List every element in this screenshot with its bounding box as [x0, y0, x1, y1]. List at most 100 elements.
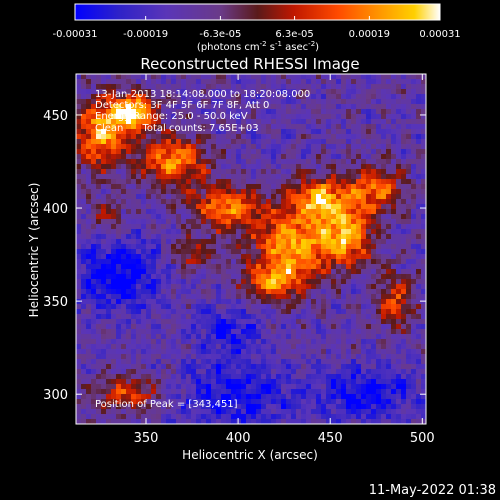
heatmap-cell: [376, 159, 382, 165]
heatmap-cell: [326, 419, 332, 425]
heatmap-cell: [281, 344, 287, 350]
heatmap-cell: [181, 399, 187, 405]
heatmap-cell: [216, 319, 222, 325]
heatmap-cell: [421, 279, 427, 285]
heatmap-cell: [226, 74, 232, 80]
heatmap-cell: [156, 219, 162, 225]
heatmap-cell: [331, 314, 337, 320]
heatmap-cell: [311, 224, 317, 230]
heatmap-cell: [96, 399, 102, 405]
heatmap-cell: [336, 129, 342, 135]
heatmap-cell: [301, 94, 307, 100]
heatmap-cell: [231, 149, 237, 155]
heatmap-cell: [316, 264, 322, 270]
heatmap-cell: [376, 269, 382, 275]
heatmap-cell: [271, 114, 277, 120]
heatmap-cell: [231, 339, 237, 345]
heatmap-cell: [381, 314, 387, 320]
heatmap-cell: [221, 164, 227, 170]
heatmap-cell: [411, 209, 417, 215]
heatmap-cell: [76, 299, 82, 305]
heatmap-cell: [131, 324, 137, 330]
heatmap-cell: [331, 389, 337, 395]
heatmap-cell: [306, 244, 312, 250]
heatmap-cell: [101, 379, 107, 385]
heatmap-cell: [346, 409, 352, 415]
heatmap-cell: [261, 149, 267, 155]
heatmap-cell: [311, 409, 317, 415]
heatmap-cell: [111, 319, 117, 325]
heatmap-cell: [131, 384, 137, 390]
heatmap-cell: [286, 364, 292, 370]
heatmap-cell: [161, 299, 167, 305]
heatmap-cell: [296, 164, 302, 170]
heatmap-cell: [396, 219, 402, 225]
heatmap-cell: [141, 174, 147, 180]
heatmap-cell: [151, 189, 157, 195]
heatmap-cell: [86, 184, 92, 190]
heatmap-cell: [301, 79, 307, 85]
heatmap-cell: [336, 159, 342, 165]
heatmap-cell: [171, 89, 177, 95]
heatmap-cell: [231, 409, 237, 415]
heatmap-cell: [266, 339, 272, 345]
heatmap-cell: [116, 269, 122, 275]
heatmap-cell: [316, 74, 322, 80]
heatmap-cell: [331, 234, 337, 240]
heatmap-cell: [186, 339, 192, 345]
heatmap-cell: [171, 334, 177, 340]
heatmap-cell: [341, 264, 347, 270]
heatmap-cell: [151, 279, 157, 285]
heatmap-cell: [136, 274, 142, 280]
heatmap-cell: [291, 349, 297, 355]
heatmap-cell: [116, 79, 122, 85]
heatmap-cell: [176, 359, 182, 365]
heatmap-cell: [401, 239, 407, 245]
heatmap-cell: [81, 404, 87, 410]
heatmap-cell: [171, 279, 177, 285]
heatmap-cell: [206, 269, 212, 275]
heatmap-cell: [336, 204, 342, 210]
heatmap-cell: [226, 359, 232, 365]
heatmap-cell: [306, 104, 312, 110]
heatmap-cell: [136, 289, 142, 295]
heatmap-cell: [191, 244, 197, 250]
heatmap-cell: [236, 104, 242, 110]
heatmap-cell: [226, 334, 232, 340]
heatmap-cell: [386, 349, 392, 355]
heatmap-cell: [271, 209, 277, 215]
heatmap-cell: [421, 169, 427, 175]
heatmap-cell: [376, 139, 382, 145]
heatmap-cell: [166, 119, 172, 125]
heatmap-cell: [271, 109, 277, 115]
heatmap-cell: [266, 224, 272, 230]
heatmap-cell: [141, 99, 147, 105]
heatmap-cell: [391, 414, 397, 420]
heatmap-cell: [421, 164, 427, 170]
heatmap-cell: [91, 274, 97, 280]
heatmap-cell: [141, 154, 147, 160]
heatmap-cell: [411, 94, 417, 100]
heatmap-cell: [301, 369, 307, 375]
heatmap-cell: [301, 89, 307, 95]
heatmap-cell: [156, 214, 162, 220]
heatmap-cell: [146, 84, 152, 90]
heatmap-cell: [206, 349, 212, 355]
heatmap-cell: [101, 74, 107, 80]
heatmap-cell: [361, 249, 367, 255]
heatmap-cell: [281, 359, 287, 365]
heatmap-cell: [111, 269, 117, 275]
colorbar-tick-label: 6.3e-05: [275, 29, 313, 40]
heatmap-cell: [291, 329, 297, 335]
heatmap-cell: [126, 339, 132, 345]
heatmap-cell: [291, 364, 297, 370]
heatmap-cell: [421, 374, 427, 380]
heatmap-cell: [216, 194, 222, 200]
heatmap-cell: [276, 164, 282, 170]
heatmap-cell: [296, 304, 302, 310]
heatmap-cell: [91, 169, 97, 175]
heatmap-cell: [371, 319, 377, 325]
heatmap-cell: [151, 379, 157, 385]
heatmap-cell: [296, 314, 302, 320]
heatmap-cell: [306, 134, 312, 140]
